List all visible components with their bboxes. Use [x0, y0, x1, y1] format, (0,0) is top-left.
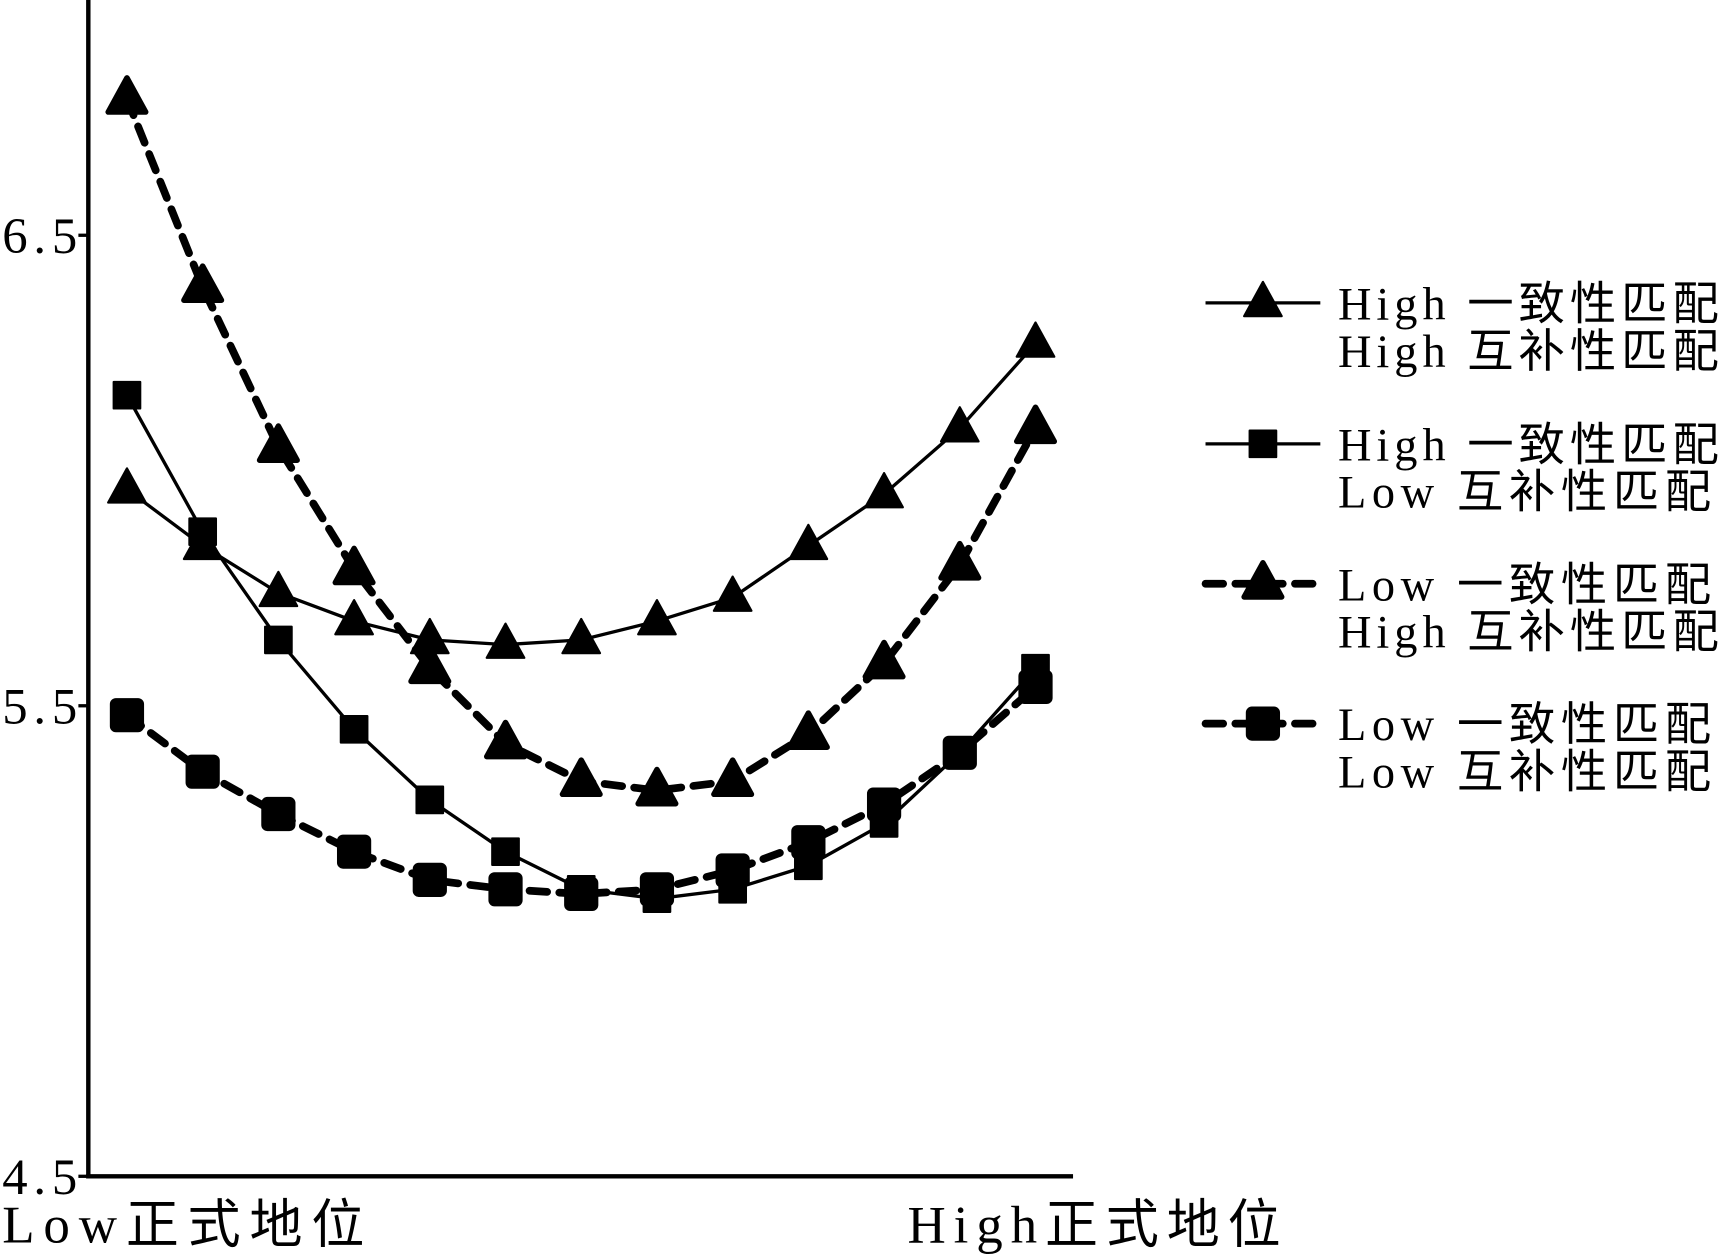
- series-1-data-point: [334, 599, 374, 636]
- legend: High 一致性匹配 High 互补性匹配 High 一致性匹配 Low 互补性…: [1201, 279, 1719, 799]
- y-tick-label: 4.5: [2, 1149, 77, 1205]
- legend-label-line-1: High 一致性匹配: [1338, 420, 1719, 471]
- series-4-data-point: [564, 876, 599, 912]
- series-2-data-point: [415, 785, 445, 815]
- series-1-data-point: [864, 472, 904, 509]
- series-4-data-point: [185, 754, 220, 789]
- series-3-data-point: [408, 644, 452, 685]
- series-4-data-point: [412, 862, 447, 897]
- legend-label-line-2: High 互补性匹配: [1338, 608, 1719, 659]
- axes: [86, 0, 1074, 1179]
- series-3: [105, 75, 1058, 807]
- series-2-data-point: [188, 517, 218, 547]
- legend-entry: High 一致性匹配 Low 互补性匹配: [1205, 420, 1719, 519]
- series-3-data-point: [786, 710, 830, 750]
- series-3-data-point: [181, 263, 225, 303]
- plot-area: [105, 75, 1058, 914]
- series-4: [109, 669, 1053, 912]
- series-2-data-point: [112, 380, 142, 410]
- legend-swatch: [1205, 280, 1321, 318]
- legend-marker-square: [1248, 429, 1278, 459]
- legend-swatch: [1201, 706, 1325, 741]
- y-tick-label: 6.5: [2, 208, 77, 264]
- series-4-data-point: [1018, 669, 1053, 705]
- series-3-data-point: [862, 639, 906, 680]
- y-tick-label: 5.5: [2, 678, 77, 734]
- legend-label-line-1: Low 一致性匹配: [1338, 700, 1711, 751]
- series-3-data-point: [1013, 404, 1058, 445]
- legend-marker-square: [1245, 706, 1281, 741]
- series-4-data-point: [109, 698, 145, 733]
- legend-label-line-1: High 一致性匹配: [1338, 279, 1719, 330]
- series-1-data-point: [712, 575, 753, 612]
- y-tick: 4.5: [2, 1149, 89, 1205]
- series-1-data-point: [1015, 321, 1056, 358]
- series-4-data-point: [791, 825, 826, 860]
- series-3-data-point: [105, 75, 149, 115]
- legend-entry: Low 一致性匹配 High 互补性匹配: [1201, 560, 1719, 659]
- legend-label-line-1: Low 一致性匹配: [1338, 560, 1711, 611]
- legend-label-line-2: Low 互补性匹配: [1338, 748, 1711, 799]
- series-3-data-point: [332, 545, 376, 586]
- series-3-data-point: [635, 766, 679, 807]
- y-tick: 6.5: [2, 208, 89, 264]
- series-1-data-point: [258, 570, 299, 608]
- series-4-data-point: [866, 787, 902, 822]
- series-1-data-point: [637, 599, 677, 636]
- series-3-data-point: [483, 719, 528, 760]
- legend-marker-triangle: [1243, 280, 1283, 318]
- legend-swatch: [1201, 560, 1325, 600]
- series-1-data-point: [939, 406, 980, 443]
- legend-marker-triangle: [1241, 560, 1285, 600]
- series-3-data-point: [711, 757, 755, 798]
- series-3-data-point: [938, 540, 982, 581]
- series-2-data-point: [491, 837, 520, 866]
- series-2-data-point: [339, 714, 369, 744]
- series-1-data-point: [788, 523, 829, 561]
- series-3-data-point: [559, 757, 603, 798]
- series-4-data-point: [639, 872, 675, 907]
- series-3-data-point: [256, 423, 300, 463]
- legend-entry: Low 一致性匹配 Low 互补性匹配: [1201, 700, 1711, 799]
- series-4-data-point: [336, 834, 372, 869]
- series-2-data-point: [264, 625, 293, 655]
- series-1-data-point: [107, 467, 147, 504]
- series-4-data-point: [488, 872, 523, 907]
- series-1-data-point: [561, 617, 602, 655]
- y-ticks: 6.5 5.5 4.5: [2, 208, 89, 1205]
- series-1: [107, 321, 1056, 659]
- legend-label-line-2: High 互补性匹配: [1338, 327, 1719, 378]
- legend-entry: High 一致性匹配 High 互补性匹配: [1205, 279, 1719, 378]
- legend-label-line-2: Low 互补性匹配: [1338, 468, 1711, 519]
- series-4-data-point: [942, 735, 977, 770]
- series-4-data-point: [261, 796, 296, 832]
- series-1-data-point: [485, 622, 526, 659]
- legend-swatch: [1205, 429, 1321, 459]
- series-4-data-point: [715, 853, 750, 888]
- y-tick: 5.5: [2, 678, 89, 734]
